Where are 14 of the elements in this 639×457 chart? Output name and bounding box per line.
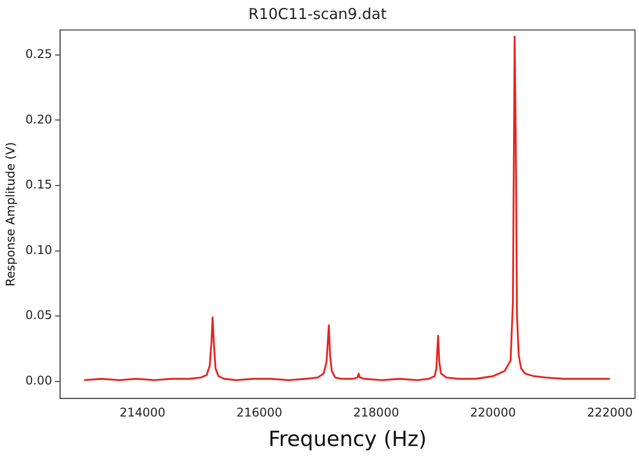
x-axis-title: Frequency (Hz) — [268, 426, 427, 451]
y-tick-label: 0.10 — [25, 242, 52, 257]
y-tick-label: 0.25 — [25, 46, 52, 61]
y-tick-label: 0.15 — [25, 178, 52, 192]
y-tick-label: 0.05 — [25, 308, 52, 322]
x-tick-label: 216000 — [236, 406, 282, 420]
x-tick-label: 218000 — [353, 406, 400, 420]
y-tick-label: 0.00 — [25, 374, 52, 388]
y-axis-title: Response Amplitude (V) — [3, 142, 18, 286]
chart-title: R10C11-scan9.dat — [248, 4, 387, 23]
x-tick-label: 214000 — [120, 406, 166, 420]
x-tick-label: 220000 — [470, 406, 516, 420]
y-tick-label: 0.20 — [25, 112, 52, 126]
x-tick-label: 222000 — [586, 406, 633, 420]
